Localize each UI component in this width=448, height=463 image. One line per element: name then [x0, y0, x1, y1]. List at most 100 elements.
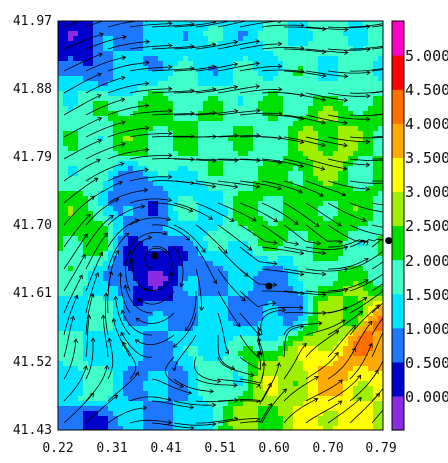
heat-cell — [323, 296, 329, 302]
heat-cell — [228, 161, 234, 167]
heat-cell — [158, 81, 164, 87]
heat-cell — [73, 151, 79, 157]
heat-cell — [163, 111, 169, 117]
heat-cell — [208, 231, 214, 237]
heat-cell — [243, 191, 249, 197]
heat-cell — [188, 261, 194, 267]
heat-cell — [58, 426, 64, 430]
heat-cell — [73, 291, 79, 297]
heat-cell — [338, 101, 344, 107]
heat-cell — [153, 166, 159, 172]
heat-cell — [188, 416, 194, 422]
heat-cell — [353, 366, 359, 372]
heat-cell — [63, 96, 69, 102]
heat-cell — [313, 366, 319, 372]
heat-cell — [293, 151, 299, 157]
heat-cell — [193, 286, 199, 292]
heat-cell — [163, 376, 169, 382]
heat-cell — [133, 106, 139, 112]
heat-cell — [338, 281, 344, 287]
heat-cell — [193, 161, 199, 167]
heat-cell — [243, 76, 249, 82]
heat-cell — [98, 166, 104, 172]
heat-cell — [263, 231, 269, 237]
heat-cell — [238, 346, 244, 352]
heat-cell — [208, 411, 214, 417]
heat-cell — [198, 401, 204, 407]
heat-cell — [103, 101, 109, 107]
heat-cell — [123, 181, 129, 187]
heat-cell — [133, 331, 139, 337]
heat-cell — [328, 301, 334, 307]
heat-cell — [203, 26, 209, 32]
heat-cell — [98, 136, 104, 142]
heat-cell — [128, 121, 134, 127]
heat-cell — [138, 81, 144, 87]
heat-cell — [73, 101, 79, 107]
heat-cell — [223, 296, 229, 302]
heat-cell — [298, 346, 304, 352]
heat-cell — [323, 41, 329, 47]
heat-cell — [168, 416, 174, 422]
heat-cell — [353, 356, 359, 362]
heat-cell — [88, 201, 94, 207]
heat-cell — [178, 116, 184, 122]
heat-cell — [93, 381, 99, 387]
heat-cell — [123, 76, 129, 82]
heat-cell — [228, 221, 234, 227]
heat-cell — [198, 236, 204, 242]
heat-cell — [73, 226, 79, 232]
heat-cell — [283, 371, 289, 377]
heat-cell — [293, 176, 299, 182]
heat-cell — [278, 131, 284, 137]
heat-cell — [173, 306, 179, 312]
heat-cell — [303, 216, 309, 222]
heat-cell — [183, 301, 189, 307]
heat-cell — [258, 141, 264, 147]
heat-cell — [153, 291, 159, 297]
heat-cell — [153, 336, 159, 342]
heat-cell — [223, 386, 229, 392]
heat-cell — [323, 151, 329, 157]
heat-cell — [233, 191, 239, 197]
heat-cell — [63, 361, 69, 367]
heat-cell — [328, 286, 334, 292]
heat-cell — [118, 421, 124, 427]
heat-cell — [178, 26, 184, 32]
heat-cell — [178, 171, 184, 177]
heat-cell — [338, 181, 344, 187]
heat-cell — [223, 291, 229, 297]
heat-cell — [308, 61, 314, 67]
heat-cell — [288, 386, 294, 392]
heat-cell — [123, 121, 129, 127]
heat-cell — [158, 396, 164, 402]
heat-cell — [228, 376, 234, 382]
heat-cell — [183, 86, 189, 92]
heat-cell — [93, 96, 99, 102]
heat-cell — [228, 311, 234, 317]
heat-cell — [233, 301, 239, 307]
heat-cell — [283, 381, 289, 387]
heat-cell — [283, 26, 289, 32]
heat-cell — [268, 416, 274, 422]
heat-cell — [293, 186, 299, 192]
heat-cell — [118, 61, 124, 67]
heat-cell — [268, 366, 274, 372]
heat-cell — [208, 131, 214, 137]
heat-cell — [358, 371, 364, 377]
heat-cell — [63, 346, 69, 352]
heat-cell — [78, 186, 84, 192]
heat-cell — [143, 266, 149, 272]
heat-cell — [118, 301, 124, 307]
heat-cell — [303, 181, 309, 187]
heat-cell — [308, 56, 314, 62]
heat-cell — [303, 121, 309, 127]
heat-cell — [323, 46, 329, 52]
heat-cell — [288, 411, 294, 417]
heat-cell — [73, 426, 79, 430]
heat-cell — [218, 346, 224, 352]
heat-cell — [218, 401, 224, 407]
heat-cell — [123, 376, 129, 382]
heat-cell — [213, 276, 219, 282]
heat-cell — [298, 201, 304, 207]
